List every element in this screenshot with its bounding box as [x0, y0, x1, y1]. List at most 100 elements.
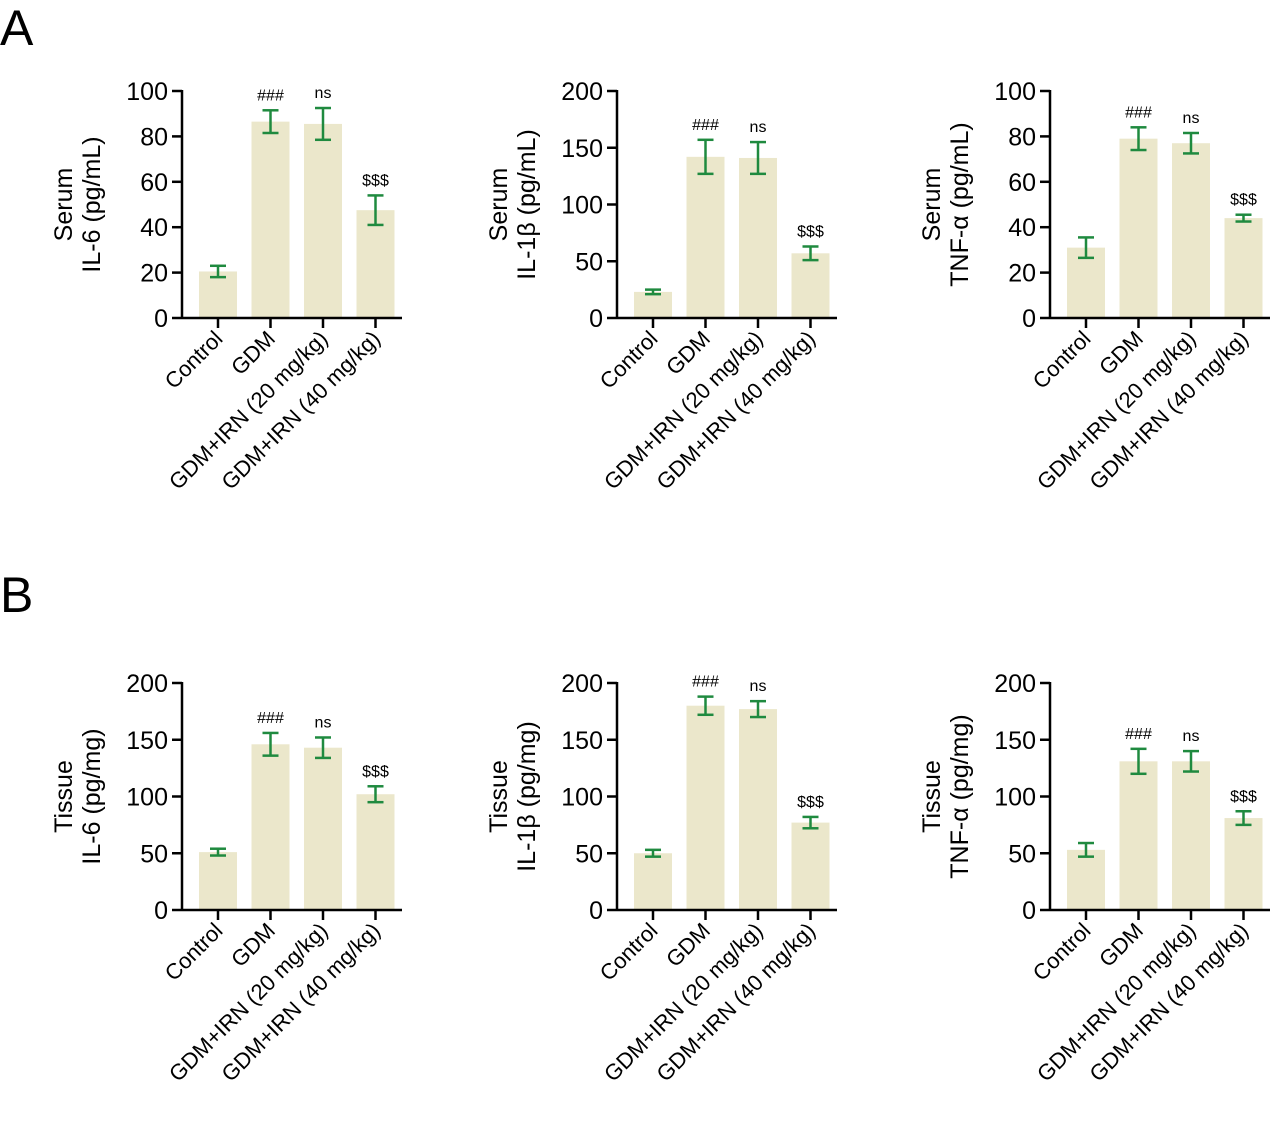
significance-label: ns — [315, 714, 332, 731]
y-tick-label: 50 — [575, 840, 603, 868]
bar — [686, 705, 725, 910]
bar — [304, 123, 342, 318]
bar — [199, 852, 237, 910]
y-axis-label: Serum — [918, 168, 946, 242]
y-axis-label: Serum — [485, 168, 513, 242]
bar — [356, 210, 395, 318]
y-tick-label: 20 — [140, 260, 168, 288]
significance-label: ### — [1125, 726, 1152, 743]
significance-label: ### — [257, 710, 284, 727]
significance-label: $$$ — [797, 794, 824, 811]
bar — [791, 822, 830, 910]
bar — [686, 156, 725, 318]
bar — [199, 271, 237, 318]
bar — [634, 291, 672, 318]
y-tick-label: 80 — [140, 123, 168, 151]
bar — [1067, 247, 1105, 318]
y-tick-label: 150 — [561, 135, 603, 163]
panel-label-b: B — [0, 567, 33, 623]
x-tick-label: Control — [160, 918, 228, 986]
bar — [1224, 218, 1263, 318]
significance-label: $$$ — [362, 172, 389, 189]
y-tick-label: 40 — [140, 214, 168, 242]
significance-label: ns — [750, 119, 767, 136]
y-axis-label: Tissue — [918, 760, 946, 833]
y-tick-label: 100 — [994, 784, 1036, 812]
y-axis-label: IL-1β (pg/mL) — [513, 129, 541, 280]
y-tick-label: 150 — [126, 727, 168, 755]
y-axis-label: TNF-α (pg/mg) — [946, 714, 974, 878]
y-axis-label: Serum — [50, 168, 78, 242]
x-tick-label: Control — [160, 326, 228, 394]
significance-label: ### — [257, 87, 284, 104]
bar — [739, 157, 777, 318]
y-tick-label: 0 — [154, 305, 168, 333]
y-tick-label: 200 — [561, 78, 603, 106]
significance-label: ### — [692, 674, 719, 691]
y-tick-label: 50 — [1008, 840, 1036, 868]
y-tick-label: 40 — [1008, 214, 1036, 242]
y-tick-label: 100 — [561, 192, 603, 220]
bar — [739, 709, 777, 910]
y-tick-label: 50 — [575, 248, 603, 276]
significance-label: $$$ — [1230, 192, 1257, 209]
bar — [1067, 849, 1105, 910]
bar — [1172, 761, 1210, 910]
bar — [251, 121, 290, 319]
x-tick-label: Control — [595, 918, 663, 986]
y-tick-label: 200 — [994, 670, 1036, 698]
y-tick-label: 100 — [561, 784, 603, 812]
significance-label: ns — [750, 678, 767, 695]
y-tick-label: 200 — [561, 670, 603, 698]
panel-label-a: A — [0, 0, 34, 56]
x-tick-label: Control — [1028, 326, 1096, 394]
y-tick-label: 100 — [126, 78, 168, 106]
significance-label: ns — [1183, 728, 1200, 745]
x-tick-label: Control — [1028, 918, 1096, 986]
bar — [251, 744, 290, 910]
y-tick-label: 0 — [1022, 897, 1036, 925]
bar — [304, 747, 342, 910]
y-tick-label: 0 — [1022, 305, 1036, 333]
y-tick-label: 100 — [126, 784, 168, 812]
y-tick-label: 150 — [994, 727, 1036, 755]
y-tick-label: 0 — [154, 897, 168, 925]
y-tick-label: 150 — [561, 727, 603, 755]
significance-label: ns — [1183, 110, 1200, 127]
y-tick-label: 100 — [994, 78, 1036, 106]
y-tick-label: 60 — [1008, 169, 1036, 197]
y-tick-label: 50 — [140, 840, 168, 868]
bar — [791, 253, 830, 318]
y-axis-label: IL-6 (pg/mL) — [78, 136, 106, 272]
bar — [634, 853, 672, 910]
significance-label: $$$ — [797, 223, 824, 240]
bar — [1172, 143, 1210, 318]
bar — [1224, 818, 1263, 910]
significance-label: $$$ — [362, 763, 389, 780]
bar — [1119, 761, 1158, 910]
y-tick-label: 0 — [589, 897, 603, 925]
significance-label: ### — [1125, 104, 1152, 121]
y-axis-label: Tissue — [485, 760, 513, 833]
y-axis-label: IL-6 (pg/mg) — [78, 728, 106, 864]
significance-label: ### — [692, 117, 719, 134]
x-tick-label: Control — [595, 326, 663, 394]
y-axis-label: IL-1β (pg/mg) — [513, 721, 541, 872]
significance-label: ns — [315, 85, 332, 102]
y-tick-label: 60 — [140, 169, 168, 197]
y-axis-label: TNF-α (pg/mL) — [946, 122, 974, 286]
y-axis-label: Tissue — [50, 760, 78, 833]
bar — [1119, 138, 1158, 318]
y-tick-label: 200 — [126, 670, 168, 698]
y-tick-label: 0 — [589, 305, 603, 333]
y-tick-label: 80 — [1008, 123, 1036, 151]
y-tick-label: 20 — [1008, 260, 1036, 288]
significance-label: $$$ — [1230, 788, 1257, 805]
bar — [356, 794, 395, 910]
